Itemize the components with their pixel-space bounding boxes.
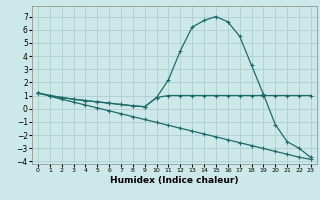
X-axis label: Humidex (Indice chaleur): Humidex (Indice chaleur) (110, 176, 239, 185)
